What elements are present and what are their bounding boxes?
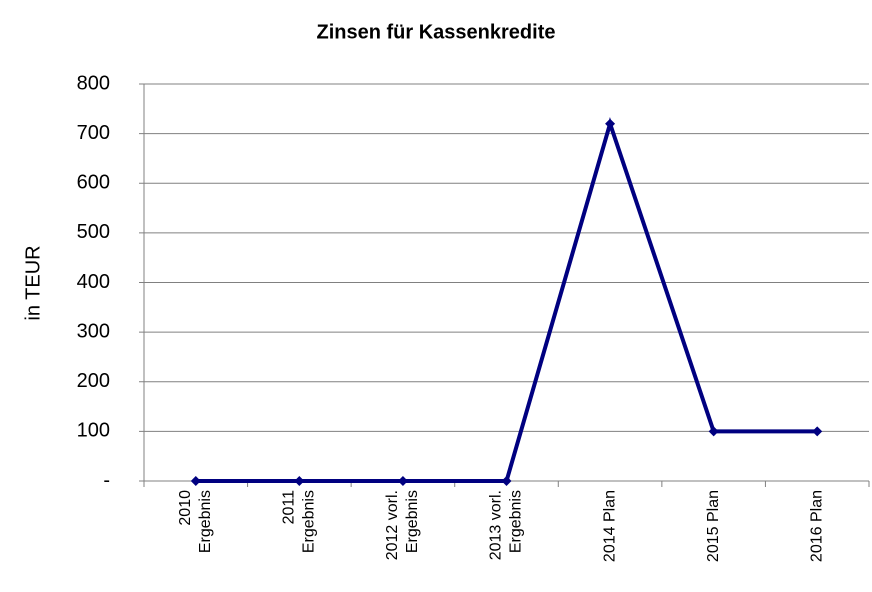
y-tick-label: 500 xyxy=(77,221,110,243)
x-tick-label: 2014 Plan xyxy=(601,490,618,562)
data-point xyxy=(190,476,201,486)
x-tick-label: 2011 xyxy=(281,490,298,525)
y-axis-label: in TEUR xyxy=(22,245,44,320)
y-tick-label: 300 xyxy=(77,320,110,342)
y-tick-label: 700 xyxy=(77,122,110,144)
x-tick-label: 2013 vorl. xyxy=(488,490,505,560)
x-tick-label: Ergebnis xyxy=(197,490,214,553)
data-point xyxy=(397,476,408,486)
data-point xyxy=(812,426,823,437)
data-line xyxy=(195,117,818,483)
data-point xyxy=(708,426,719,437)
y-tick-label: 800 xyxy=(77,72,110,94)
data-point xyxy=(294,476,305,486)
x-tick-label: Ergebnis xyxy=(404,490,421,553)
data-point xyxy=(605,118,616,129)
x-tick-label: 2010 xyxy=(177,490,194,526)
x-tick-label: 2016 Plan xyxy=(808,490,825,562)
y-tick-label: 400 xyxy=(77,271,110,293)
x-tick-label: Ergebnis xyxy=(301,490,318,553)
data-point xyxy=(501,476,512,486)
x-tick-label: Ergebnis xyxy=(508,490,525,553)
x-tick-label: 2015 Plan xyxy=(705,490,722,562)
y-tick-label: 200 xyxy=(77,370,110,392)
y-tick-label: 100 xyxy=(77,420,110,442)
x-tick-label: 2012 vorl. xyxy=(384,490,401,560)
y-tick-label: - xyxy=(103,469,110,491)
y-tick-label: 600 xyxy=(77,172,110,194)
chart-title: Zinsen für Kassenkredite xyxy=(317,21,556,43)
